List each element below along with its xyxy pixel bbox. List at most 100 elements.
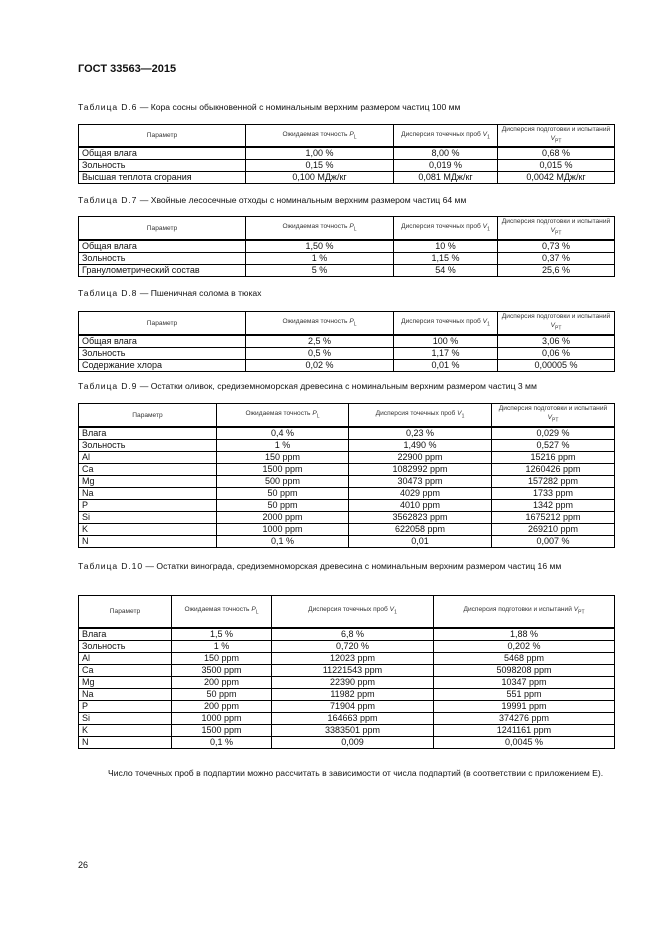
column-header: Ожидаемая точность PL [245, 216, 394, 241]
value-cell: 622058 ppm [348, 523, 492, 536]
variable-subscript: L [353, 226, 357, 233]
variable-symbol: P [349, 317, 354, 325]
value-cell: 5468 ppm [433, 652, 615, 665]
column-header-text: Дисперсия подготовки и испытаний [498, 405, 608, 413]
parameter-cell: N [78, 535, 217, 548]
table-row: Содержание хлора 0,02 % 0,01 % 0,00005 % [78, 359, 615, 372]
parameter-cell: Содержание хлора [78, 359, 246, 372]
parameter-cell: Al [78, 451, 217, 464]
table-row: Влага 1,5 % 6,8 % 1,88 % [78, 627, 615, 641]
table-header-row: Параметр Ожидаемая точность PL Дисперсия т… [78, 311, 615, 336]
table-row: Зольность 1 % 1,490 % 0,527 % [78, 439, 615, 452]
variable-symbol: P [349, 222, 354, 230]
value-cell: 0,1 % [216, 535, 349, 548]
parameter-cell: Зольность [78, 347, 246, 360]
parameter-cell: Общая влага [78, 239, 246, 253]
value-cell: 0,081 МДж/кг [393, 171, 498, 185]
variable-subscript: PT [555, 138, 562, 145]
value-cell: 500 ppm [216, 475, 349, 488]
parameter-cell: Общая влага [78, 334, 246, 348]
table-row: Al 150 ppm 12023 ppm 5468 ppm [78, 652, 615, 665]
column-header: Дисперсия точечных проб V1 [348, 403, 492, 428]
variable-symbol: V [550, 135, 555, 142]
table-title: — Пшеничная солома в тюках [137, 288, 262, 298]
value-cell: 1,15 % [393, 252, 498, 265]
column-header: Дисперсия подготовки и испытаний VPT [497, 311, 615, 336]
table-label: Таблица D.10 [78, 561, 144, 571]
value-cell: 1000 ppm [171, 712, 272, 725]
data-table: Параметр Ожидаемая точность PL Дисперсия т… [78, 311, 615, 372]
table-header-row: Параметр Ожидаемая точность PL Дисперсия т… [78, 124, 615, 148]
value-cell: 374276 ppm [433, 712, 615, 725]
variable-subscript: L [255, 609, 259, 616]
value-cell: 0,0042 МДж/кг [497, 171, 615, 185]
value-cell: 0,15 % [245, 159, 394, 173]
table-row: Ca 1500 ppm 1082992 ppm 1260426 ppm [78, 463, 615, 476]
value-cell: 0,5 % [245, 347, 394, 360]
table-caption: Таблица D.6 — Кора сосны обыкновенной с … [78, 101, 614, 113]
value-cell: 0,100 МДж/кг [245, 171, 394, 185]
variable-subscript: 1 [394, 609, 397, 616]
column-header-text: Дисперсия подготовки и испытаний [501, 126, 611, 133]
parameter-cell: Si [78, 511, 217, 524]
variable-symbol: P [349, 130, 354, 138]
value-cell: 0,01 [348, 535, 492, 548]
value-cell: 1500 ppm [216, 463, 349, 476]
column-header: Ожидаемая точность PL [245, 311, 394, 336]
column-header: Дисперсия подготовки и испытаний VPT [497, 216, 615, 241]
column-header-text: Ожидаемая точность [184, 606, 252, 614]
table-row: Общая влага 1,50 % 10 % 0,73 % [78, 239, 615, 253]
value-cell: 71904 ppm [271, 700, 434, 713]
variable-symbol: V [457, 409, 462, 417]
value-cell: 0,02 % [245, 359, 394, 372]
value-cell: 22900 ppm [348, 451, 492, 464]
value-cell: 3562823 ppm [348, 511, 492, 524]
table-row: Na 50 ppm 4029 ppm 1733 ppm [78, 487, 615, 500]
table-title: — Остатки оливок, средиземноморская древ… [137, 381, 537, 391]
column-header: Дисперсия точечных проб V1 [393, 311, 498, 336]
column-header: Дисперсия точечных проб V1 [393, 216, 498, 241]
parameter-cell: Гранулометрический состав [78, 264, 246, 277]
value-cell: 0,015 % [497, 159, 615, 173]
value-cell: 0,68 % [497, 146, 615, 161]
parameter-cell: N [78, 736, 172, 749]
table-header-row: Параметр Ожидаемая точность PL Дисперсия т… [78, 403, 615, 428]
variable-subscript: L [353, 133, 357, 140]
parameter-cell: Si [78, 712, 172, 725]
variable-subscript: 1 [487, 321, 490, 328]
value-cell: 1241161 ppm [433, 724, 615, 737]
column-header-text: Ожидаемая точность [282, 130, 350, 138]
value-cell: 3383501 ppm [271, 724, 434, 737]
table-header-row: Параметр Ожидаемая точность PL Дисперсия т… [78, 595, 615, 629]
value-cell: 0,23 % [348, 426, 492, 440]
table-row: K 1500 ppm 3383501 ppm 1241161 ppm [78, 724, 615, 737]
column-header-text: Параметр [132, 411, 163, 419]
value-cell: 1 % [245, 252, 394, 265]
value-cell: 1000 ppm [216, 523, 349, 536]
value-cell: 0,1 % [171, 736, 272, 749]
table-label: Таблица D.8 [78, 288, 138, 298]
variable-symbol: P [251, 606, 256, 614]
document-header: ГОСТ 33563—2015 [78, 63, 177, 75]
value-cell: 551 ppm [433, 688, 615, 701]
variable-symbol: P [312, 409, 317, 417]
value-cell: 0,06 % [497, 347, 615, 360]
value-cell: 100 % [393, 334, 498, 348]
column-header-text: Дисперсия точечных проб [401, 222, 483, 230]
column-header: Дисперсия подготовки и испытаний VPT [497, 124, 615, 148]
variable-subscript: 1 [487, 133, 490, 140]
table-row: Al 150 ppm 22900 ppm 15216 ppm [78, 451, 615, 464]
value-cell: 0,009 [271, 736, 434, 749]
table-row: Зольность 0,5 % 1,17 % 0,06 % [78, 347, 615, 360]
table-row: P 200 ppm 71904 ppm 19991 ppm [78, 700, 615, 713]
parameter-cell: Na [78, 688, 172, 701]
column-header: Дисперсия точечных проб V1 [393, 124, 498, 148]
parameter-cell: Ca [78, 463, 217, 476]
variable-subscript: PT [552, 417, 559, 424]
parameter-cell: Общая влага [78, 146, 246, 161]
table-row: Si 2000 ppm 3562823 ppm 1675212 ppm [78, 511, 615, 524]
table-row: Si 1000 ppm 164663 ppm 374276 ppm [78, 712, 615, 725]
column-header-text: Дисперсия подготовки и испытаний [463, 606, 574, 614]
column-header-text: Параметр [109, 608, 141, 615]
value-cell: 150 ppm [171, 652, 272, 665]
